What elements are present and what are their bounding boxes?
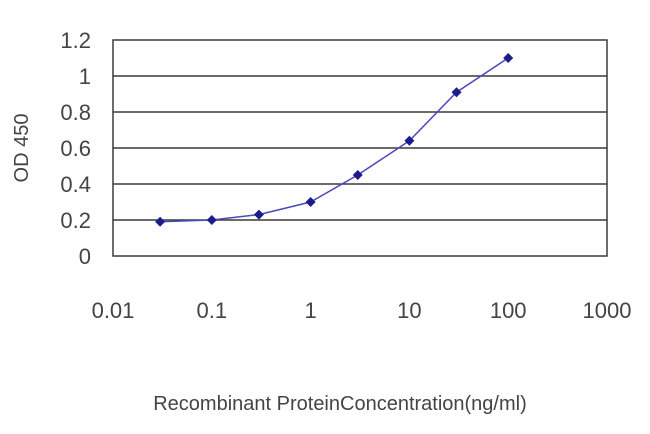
y-tick-labels: 0 0.2 0.4 0.6 0.8 1 1.2 xyxy=(60,28,91,269)
y-tick-label: 0 xyxy=(79,244,91,269)
x-tick-label: 1 xyxy=(304,298,316,323)
y-axis-title: OD 450 xyxy=(11,114,33,183)
series xyxy=(155,53,514,227)
x-tick-label: 10 xyxy=(397,298,421,323)
data-point xyxy=(305,197,316,207)
grid-lines xyxy=(113,75,607,221)
data-point xyxy=(253,209,264,220)
plot-frame xyxy=(112,39,608,257)
y-tick-label: 0.8 xyxy=(60,100,91,125)
x-tick-label: 0.01 xyxy=(92,298,135,323)
x-tick-label: 1000 xyxy=(583,298,632,323)
y-tick-label: 1 xyxy=(79,64,91,89)
y-tick-label: 0.2 xyxy=(60,208,91,233)
data-point xyxy=(404,135,415,146)
data-point xyxy=(503,53,514,63)
series-line xyxy=(160,57,509,223)
x-tick-label: 0.1 xyxy=(197,298,228,323)
x-tick-labels: 0.01 0.1 1 10 100 1000 xyxy=(92,298,632,323)
data-point xyxy=(451,87,462,98)
y-tick-label: 0.4 xyxy=(60,172,91,197)
y-tick-label: 1.2 xyxy=(60,28,91,53)
x-axis-title: Recombinant ProteinConcentration(ng/ml) xyxy=(153,393,527,415)
data-point xyxy=(206,215,217,225)
data-point xyxy=(155,216,166,227)
data-point xyxy=(352,170,363,180)
x-tick-label: 100 xyxy=(490,298,527,323)
y-tick-label: 0.6 xyxy=(60,136,91,161)
